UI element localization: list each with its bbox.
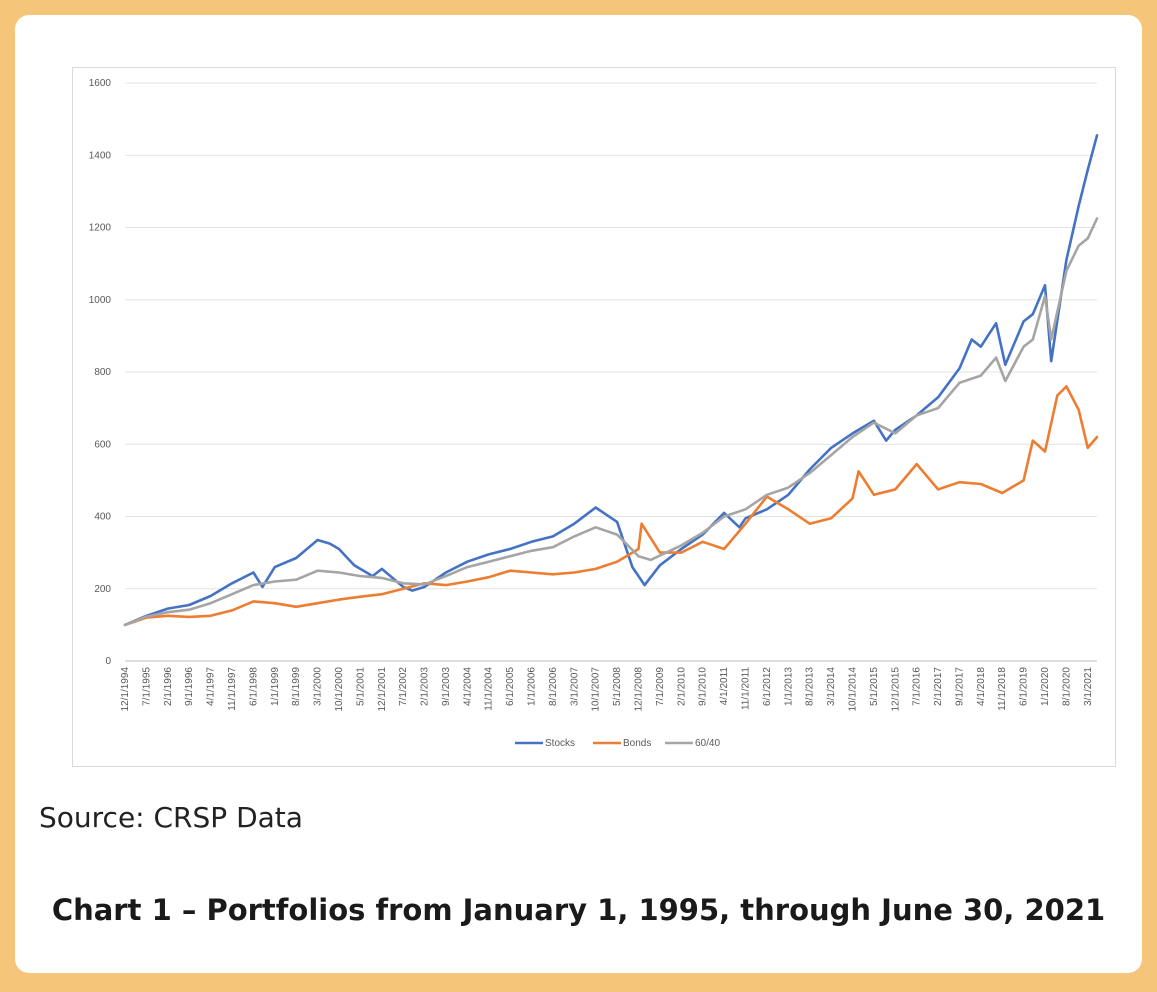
x-tick-label: 2/1/2010: [676, 667, 687, 706]
x-tick-label: 7/1/2009: [655, 667, 666, 706]
y-tick-label: 1200: [89, 223, 112, 234]
x-tick-label: 2/1/2017: [933, 667, 944, 706]
x-tick-label: 12/1/2015: [890, 667, 901, 712]
x-tick-label: 12/1/2008: [634, 667, 645, 712]
x-tick-label: 1/1/2020: [1040, 667, 1051, 706]
legend-label: 60/40: [695, 738, 720, 749]
x-tick-label: 11/1/2004: [484, 667, 495, 711]
x-tick-label: 1/1/2013: [783, 667, 794, 706]
x-tick-label: 6/1/2012: [762, 667, 773, 706]
x-tick-label: 6/1/2019: [1019, 667, 1030, 706]
x-tick-label: 2/1/2003: [420, 667, 431, 706]
x-tick-label: 9/1/2003: [441, 667, 452, 706]
x-tick-label: 3/1/2014: [826, 667, 837, 706]
y-tick-label: 400: [94, 512, 111, 523]
chart-card: 0 200 400 600 800 1000 1200 1400 1600 12/1/1994 7/…: [15, 15, 1142, 973]
y-tick-label: 1600: [89, 78, 112, 89]
x-tick-label: 3/1/2000: [313, 667, 324, 706]
x-tick-label: 5/1/2015: [869, 667, 880, 706]
series-line-stocks: [123, 134, 1099, 627]
x-tick-label: 11/1/2011: [740, 667, 751, 710]
x-tick-label: 1/1/1999: [270, 667, 281, 706]
x-tick-label: 3/1/2007: [569, 667, 580, 706]
x-tick-label: 9/1/2010: [698, 667, 709, 706]
x-tick-label: 8/1/1999: [291, 667, 302, 706]
y-tick-label: 600: [94, 439, 111, 450]
y-tick-label: 200: [94, 584, 111, 595]
x-tick-label: 4/1/2011: [719, 667, 730, 706]
source-note: Source: CRSP Data: [39, 801, 303, 834]
x-tick-label: 12/1/2001: [377, 667, 388, 712]
x-tick-label: 7/1/1995: [141, 667, 152, 706]
legend-label: Bonds: [623, 738, 651, 749]
legend-label: Stocks: [545, 738, 575, 749]
chart-caption: Chart 1 – Portfolios from January 1, 199…: [51, 893, 1106, 927]
y-tick-label: 1400: [89, 150, 112, 161]
x-tick-label: 4/1/1997: [206, 667, 217, 706]
y-tick-label: 0: [105, 656, 111, 667]
x-tick-label: 8/1/2013: [805, 667, 816, 706]
y-tick-label: 800: [94, 367, 111, 378]
x-tick-label: 1/1/2006: [527, 667, 538, 706]
x-tick-label: 5/1/2008: [612, 667, 623, 706]
x-tick-label: 9/1/1996: [184, 667, 195, 706]
x-tick-label: 6/1/2005: [505, 667, 516, 706]
line-chart: 0 200 400 600 800 1000 1200 1400 1600 12/1/1994 7/…: [89, 78, 1099, 749]
x-tick-label: 8/1/2006: [548, 667, 559, 706]
x-tick-label: 7/1/2016: [912, 667, 923, 706]
x-tick-label: 12/1/1994: [120, 667, 131, 712]
x-tick-label: 11/1/2018: [997, 667, 1008, 711]
x-tick-label: 3/1/2021: [1083, 667, 1094, 706]
series-line-60-40: [123, 217, 1099, 627]
y-tick-label: 1000: [89, 295, 112, 306]
x-tick-label: 4/1/2018: [976, 667, 987, 706]
x-tick-label: 4/1/2004: [462, 667, 473, 706]
x-tick-label: 10/1/2007: [591, 667, 602, 712]
x-tick-label: 11/1/1997: [227, 667, 238, 711]
x-tick-label: 10/1/2000: [334, 667, 345, 712]
x-tick-label: 2/1/1996: [163, 667, 174, 706]
x-tick-label: 10/1/2014: [847, 667, 858, 712]
x-tick-label: 6/1/1998: [248, 667, 259, 706]
x-tick-label: 7/1/2002: [398, 667, 409, 706]
x-tick-label: 9/1/2017: [954, 667, 965, 706]
chart-frame: 0 200 400 600 800 1000 1200 1400 1600 12/1/1994 7/…: [72, 67, 1116, 767]
x-tick-label: 8/1/2020: [1061, 667, 1072, 706]
series-line-bonds: [123, 385, 1099, 627]
x-tick-label: 5/1/2001: [355, 667, 366, 706]
